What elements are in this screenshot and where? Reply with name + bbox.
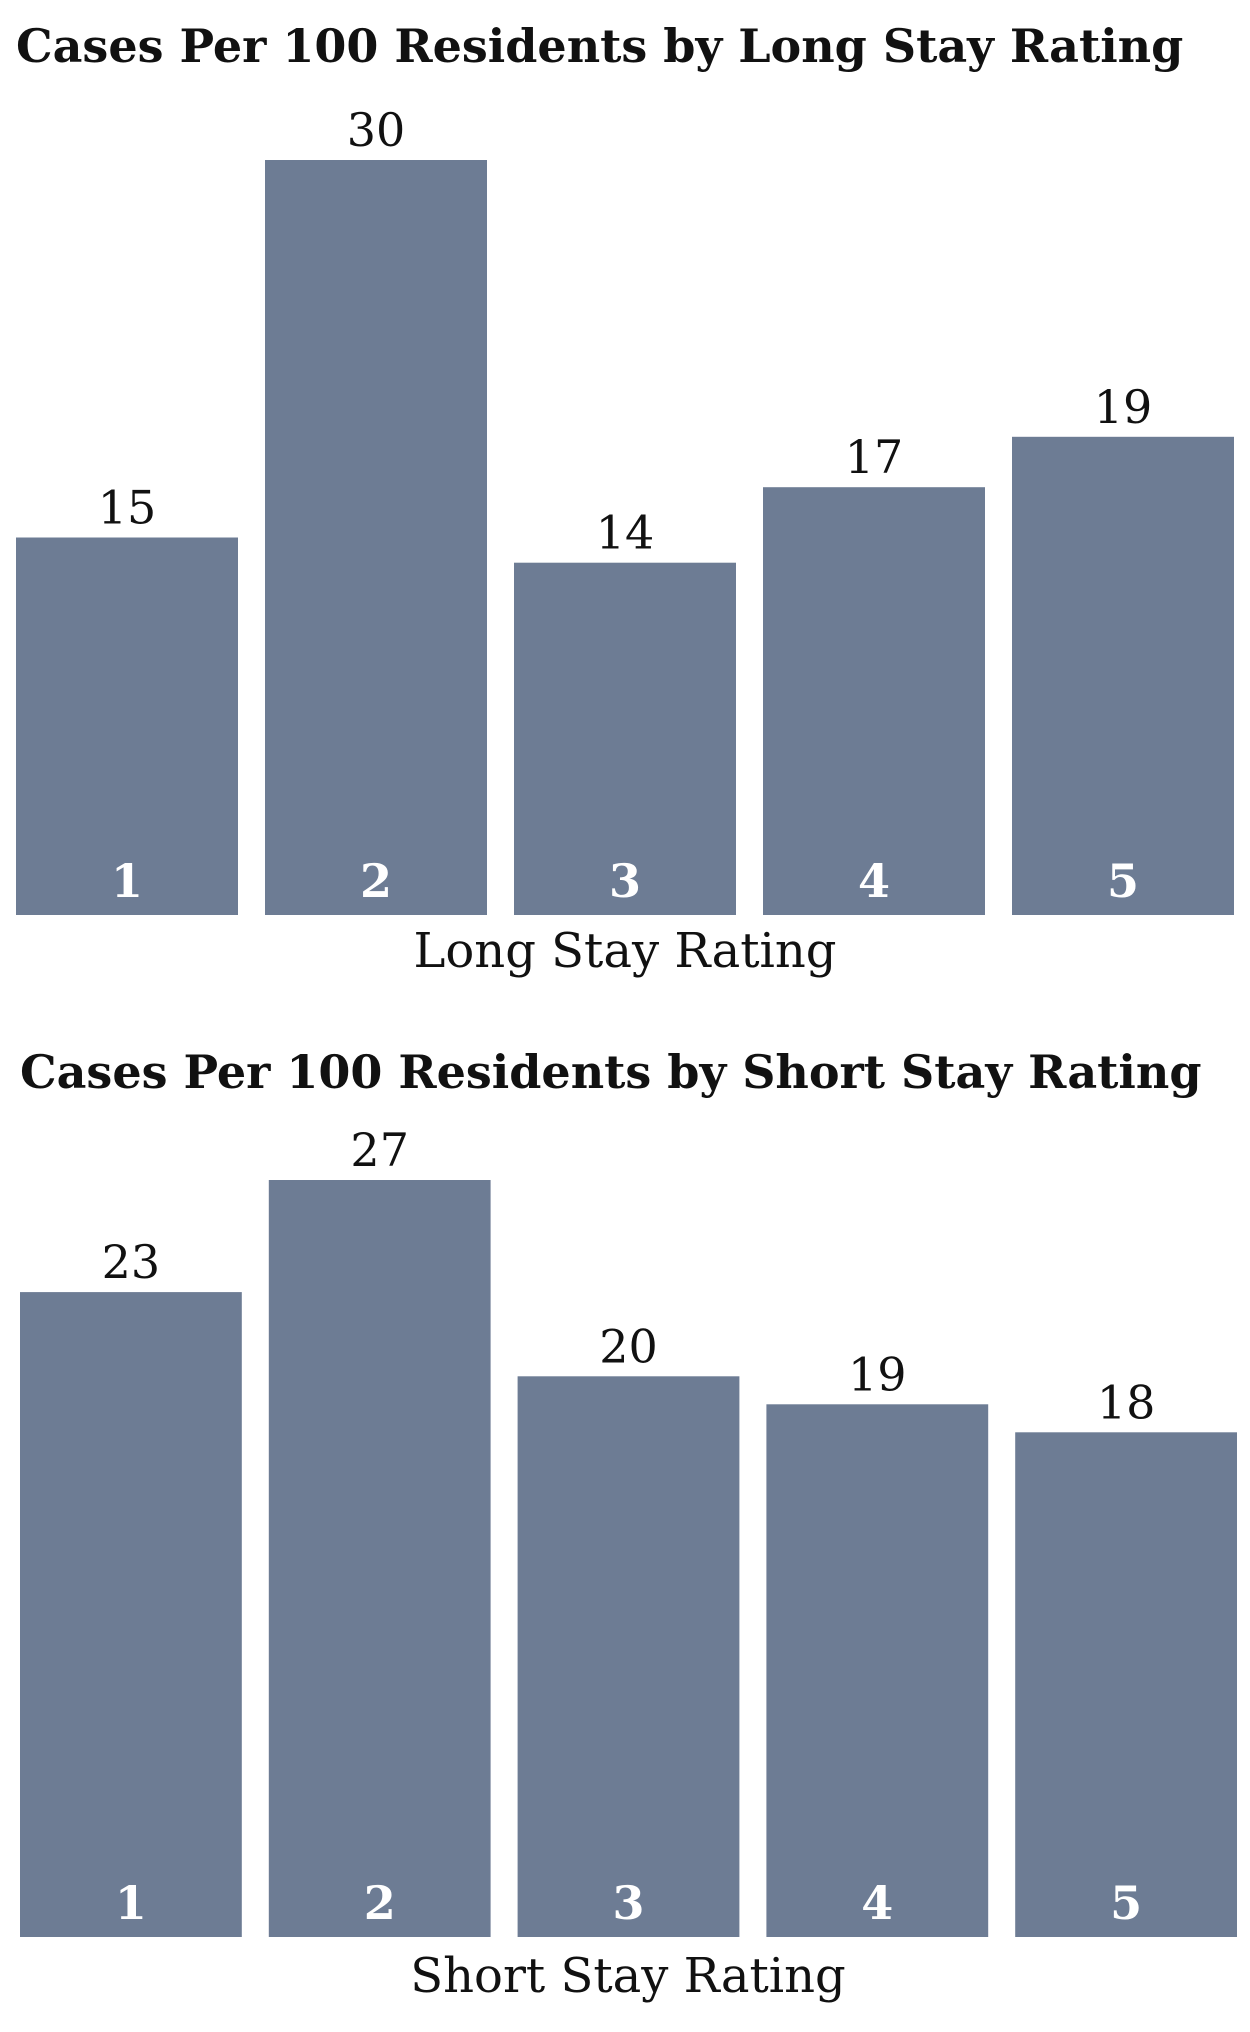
long-stay-x-axis-label: Long Stay Rating bbox=[414, 923, 837, 979]
short-stay-value-label-2: 27 bbox=[350, 1123, 409, 1177]
long-stay-bar-3 bbox=[514, 562, 736, 915]
short-stay-category-label-5: 5 bbox=[1110, 1876, 1142, 1930]
long-stay-chart-title: Cases Per 100 Residents by Long Stay Rat… bbox=[16, 19, 1183, 73]
short-stay-value-label-1: 23 bbox=[102, 1235, 161, 1289]
short-stay-value-label-4: 19 bbox=[848, 1347, 907, 1401]
long-stay-value-label-3: 14 bbox=[596, 506, 655, 560]
long-stay-value-label-5: 19 bbox=[1094, 380, 1153, 434]
short-stay-bar-3 bbox=[517, 1376, 740, 1937]
short-stay-bar-1 bbox=[20, 1292, 242, 1937]
long-stay-category-label-2: 2 bbox=[360, 854, 392, 908]
long-stay-category-label-1: 1 bbox=[111, 854, 143, 908]
long-stay-category-label-4: 4 bbox=[858, 854, 890, 908]
short-stay-value-label-5: 18 bbox=[1097, 1375, 1156, 1429]
short-stay-category-label-4: 4 bbox=[861, 1876, 893, 1930]
long-stay-bar-group: 15 1 30 2 14 3 17 4 19 5 bbox=[16, 103, 1234, 915]
short-stay-chart-title: Cases Per 100 Residents by Short Stay Ra… bbox=[20, 1045, 1202, 1099]
long-stay-category-label-5: 5 bbox=[1107, 854, 1139, 908]
short-stay-category-label-2: 2 bbox=[364, 1876, 396, 1930]
long-stay-value-label-2: 30 bbox=[347, 103, 406, 157]
long-stay-category-label-3: 3 bbox=[609, 854, 641, 908]
short-stay-x-axis-label: Short Stay Rating bbox=[410, 1948, 846, 2004]
long-stay-value-label-1: 15 bbox=[98, 481, 157, 535]
long-stay-bar-1 bbox=[16, 537, 238, 915]
short-stay-bar-4 bbox=[766, 1404, 989, 1937]
long-stay-bar-5 bbox=[1012, 436, 1234, 915]
long-stay-value-label-4: 17 bbox=[845, 430, 904, 484]
short-stay-value-label-3: 20 bbox=[599, 1319, 658, 1373]
long-stay-bar-2 bbox=[265, 160, 487, 915]
long-stay-bar-4 bbox=[763, 487, 985, 915]
short-stay-bar-2 bbox=[268, 1180, 491, 1937]
short-stay-bar-group: 23 1 27 2 20 3 19 4 18 5 bbox=[20, 1123, 1237, 1937]
short-stay-category-label-3: 3 bbox=[612, 1876, 644, 1930]
short-stay-category-label-1: 1 bbox=[115, 1876, 147, 1930]
short-stay-bar-5 bbox=[1015, 1432, 1237, 1937]
